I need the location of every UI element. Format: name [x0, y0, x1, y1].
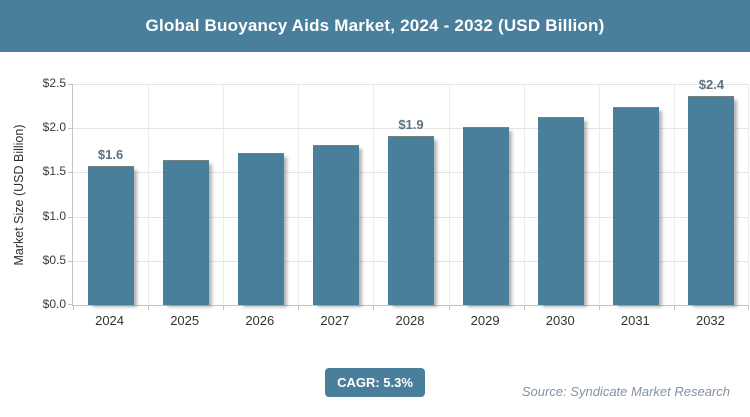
- x-tick-mark: [449, 306, 450, 310]
- bar-2028: [388, 136, 434, 305]
- vertical-gridline: [674, 84, 675, 305]
- y-tick-mark: [68, 128, 73, 130]
- x-tick-mark: [223, 306, 224, 310]
- x-tick-mark: [148, 306, 149, 310]
- vertical-gridline: [524, 84, 525, 305]
- bar-2032: [688, 96, 735, 305]
- source-attribution: Source: Syndicate Market Research: [521, 384, 730, 399]
- plot-area: $1.6 $1.9 $2.4: [68, 77, 749, 310]
- y-tick-label: $1.5: [42, 164, 66, 179]
- x-tick-mark: [599, 306, 600, 310]
- vertical-gridline: [148, 84, 149, 305]
- x-tick-label: 2025: [170, 313, 200, 328]
- y-tick-label: $0.0: [42, 297, 66, 311]
- y-tick-mark: [68, 84, 73, 85]
- y-tick-label: $2.0: [42, 120, 66, 135]
- x-tick-label: 2026: [245, 313, 275, 328]
- bar-value-label: $1.9: [398, 117, 424, 133]
- x-tick-mark: [524, 306, 525, 310]
- vertical-gridline: [449, 84, 450, 305]
- x-tick-mark: [73, 306, 74, 310]
- vertical-gridline: [223, 84, 224, 305]
- cagr-badge-label: CAGR: 5.3%: [337, 375, 413, 390]
- bar-2026: [237, 152, 284, 305]
- bar-2030: [538, 116, 585, 305]
- x-tick-label: 2024: [95, 313, 125, 328]
- y-axis-labels: $0.0 $0.5 $1.0 $1.5 $2.0 $2.5: [0, 76, 66, 311]
- chart-title-bar: Global Buoyancy Aids Market, 2024 - 2032…: [0, 0, 750, 52]
- vertical-gridline: [748, 84, 749, 305]
- bar-2024: [87, 166, 134, 305]
- bar-2027: [312, 144, 359, 305]
- y-tick-mark: [68, 304, 73, 305]
- vertical-gridline: [599, 84, 600, 305]
- x-tick-mark: [674, 306, 675, 310]
- bar-2029: [463, 127, 510, 305]
- x-tick-label: 2028: [395, 313, 425, 328]
- bar-value-label: $2.4: [698, 77, 725, 93]
- bar-2031: [613, 106, 660, 305]
- x-tick-mark: [373, 306, 374, 310]
- bar-value-label: $1.6: [97, 147, 124, 163]
- y-tick-label: $0.5: [42, 252, 66, 267]
- x-tick-label: 2031: [620, 313, 650, 328]
- chart-title: Global Buoyancy Aids Market, 2024 - 2032…: [145, 16, 605, 35]
- vertical-gridline: [298, 84, 299, 305]
- x-tick-mark: [748, 306, 749, 310]
- y-tick-label: $1.0: [42, 208, 66, 223]
- bar-2025: [162, 159, 209, 305]
- horizontal-gridline: [73, 84, 749, 85]
- x-tick-label: 2032: [695, 313, 725, 328]
- cagr-badge: CAGR: 5.3%: [325, 368, 425, 397]
- vertical-gridline: [373, 84, 374, 305]
- x-tick-mark: [298, 306, 299, 310]
- x-tick-label: 2030: [545, 313, 575, 328]
- y-tick-mark: [68, 216, 73, 218]
- y-tick-label: $2.5: [42, 76, 66, 90]
- x-axis-labels: 2024 2025 2026 2027 2028 2029 2030 2031 2032: [72, 313, 748, 331]
- y-tick-mark: [68, 260, 73, 262]
- horizontal-gridline: [73, 128, 749, 130]
- y-tick-mark: [68, 172, 73, 174]
- x-tick-label: 2027: [320, 313, 350, 328]
- x-tick-label: 2029: [470, 313, 500, 328]
